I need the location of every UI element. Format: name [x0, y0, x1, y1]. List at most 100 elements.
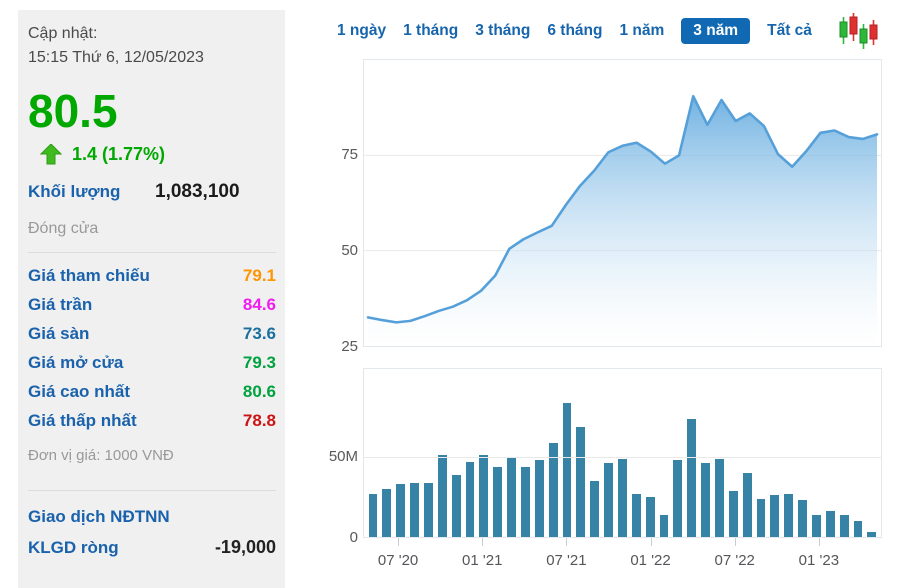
price-change-value: 1.4 (1.77%) [72, 144, 166, 164]
volume-bar-12/21 [631, 493, 641, 537]
volume-bar-02/21 [493, 466, 503, 537]
price-level-row-5: Giá thấp nhất 78.8 [28, 406, 276, 435]
net-volume-row: KLGD ròng -19,000 [28, 537, 276, 558]
volume-bar-09/20 [423, 482, 433, 537]
volume-bar-01/22 [645, 497, 655, 537]
x-tick-label: 01 '21 [462, 552, 503, 569]
price-unit-note: Đơn vị giá: 1000 VNĐ [28, 447, 174, 464]
x-tick-label: 07 '21 [546, 552, 587, 569]
volume-bar-slot [491, 369, 505, 537]
volume-bar-06/20 [382, 489, 392, 537]
candlestick-chart-icon[interactable] [838, 12, 880, 50]
x-tick-mark [482, 538, 484, 546]
x-tick-label: 07 '22 [714, 552, 755, 569]
volume-bar-05/20 [368, 493, 378, 537]
volume-bar-01/23 [812, 514, 821, 537]
volume-bar-06/22 [714, 458, 724, 537]
x-tick-label: 07 '20 [377, 552, 419, 569]
volume-bar-slot [671, 369, 685, 537]
volume-bar-slot [560, 369, 574, 537]
volume-bar-02/23 [825, 511, 835, 537]
volume-bar-slot [602, 369, 616, 537]
volume-bar-05/23 [867, 532, 877, 537]
volume-bar-slot [782, 369, 796, 537]
volume-bar-08/21 [576, 426, 586, 537]
volume-bar-slot [380, 369, 394, 537]
volume-bar-slot [588, 369, 602, 537]
volume-bar-slot [796, 369, 810, 537]
tab-1-tháng[interactable]: 1 tháng [403, 18, 458, 44]
price-area-fill [367, 96, 878, 346]
volume-bar-03/21 [507, 457, 516, 537]
price-level-row-3: Giá mở cửa 79.3 [28, 348, 276, 377]
volume-bar-09/22 [756, 498, 766, 537]
volume-bar-07/20 [396, 484, 406, 537]
price-level-value: 79.3 [242, 352, 276, 372]
volume-bar-slot [477, 369, 491, 537]
volume-bar-slot [643, 369, 657, 537]
volume-bar-slot [574, 369, 588, 537]
volume-y-tick-label: 0 [349, 529, 358, 546]
price-level-label: Giá thấp nhất [28, 410, 137, 430]
price-level-row-0: Giá tham chiếu 79.1 [28, 261, 276, 290]
volume-bar-03/22 [673, 460, 683, 537]
volume-bar-05/21 [534, 460, 544, 537]
volume-bar-slot [754, 369, 768, 537]
x-tick-mark [734, 538, 736, 546]
stock-summary-panel: Cập nhật: 15:15 Thứ 6, 12/05/2023 80.5 1… [18, 10, 285, 588]
price-y-tick-label: 25 [341, 338, 358, 355]
x-tick-label: 01 '23 [798, 552, 840, 569]
volume-bar-10/22 [770, 495, 780, 537]
volume-chart-plot[interactable] [363, 368, 882, 538]
volume-bar-slot [435, 369, 449, 537]
net-volume-value: -19,000 [214, 537, 276, 557]
volume-bar-slot [685, 369, 699, 537]
price-level-label: Giá mở cửa [28, 352, 124, 372]
volume-bar-slot [421, 369, 435, 537]
volume-bar-03/23 [839, 514, 849, 537]
volume-bar-slot [699, 369, 713, 537]
volume-bar-11/20 [451, 474, 461, 537]
price-y-tick-label: 50 [341, 242, 358, 259]
volume-bar-slot [366, 369, 380, 537]
volume-bar-slot [865, 369, 879, 537]
tab-3-năm[interactable]: 3 năm [681, 18, 751, 44]
price-area-svg [364, 94, 881, 346]
volume-bar-07/21 [562, 402, 572, 537]
price-level-row-2: Giá sàn 73.6 [28, 319, 276, 348]
divider [28, 490, 276, 491]
volume-bar-05/22 [701, 463, 710, 537]
volume-bars [364, 369, 881, 537]
price-level-label: Giá sàn [28, 323, 90, 343]
price-level-row-1: Giá trần 84.6 [28, 290, 276, 319]
volume-bar-12/20 [465, 461, 475, 537]
price-y-tick-label: 75 [341, 146, 358, 163]
price-change-row: 1.4 (1.77%) [28, 144, 276, 165]
up-arrow-icon [40, 144, 62, 165]
volume-bar-slot [726, 369, 740, 537]
price-level-value: 73.6 [242, 323, 276, 343]
volume-bar-slot [712, 369, 726, 537]
tab-tất-cả[interactable]: Tất cả [767, 18, 812, 44]
volume-row: Khối lượng 1,083,100 [28, 181, 276, 203]
x-tick-mark [818, 538, 820, 546]
volume-bar-slot [740, 369, 754, 537]
net-volume-label: KLGD ròng [28, 538, 119, 557]
volume-bar-04/22 [687, 418, 697, 537]
price-level-label: Giá trần [28, 294, 93, 314]
volume-bar-06/21 [548, 442, 558, 537]
volume-bar-02/22 [659, 514, 669, 537]
tab-3-tháng[interactable]: 3 tháng [475, 18, 530, 44]
tab-1-ngày[interactable]: 1 ngày [337, 18, 386, 44]
volume-bar-slot [408, 369, 422, 537]
tab-1-năm[interactable]: 1 năm [619, 18, 664, 44]
volume-bar-slot [657, 369, 671, 537]
price-level-value: 78.8 [242, 410, 276, 430]
divider [28, 252, 276, 253]
volume-bar-11/22 [784, 493, 794, 537]
price-chart-plot[interactable] [363, 59, 882, 347]
tab-6-tháng[interactable]: 6 tháng [547, 18, 602, 44]
volume-bar-slot [463, 369, 477, 537]
volume-bar-08/20 [410, 482, 419, 537]
